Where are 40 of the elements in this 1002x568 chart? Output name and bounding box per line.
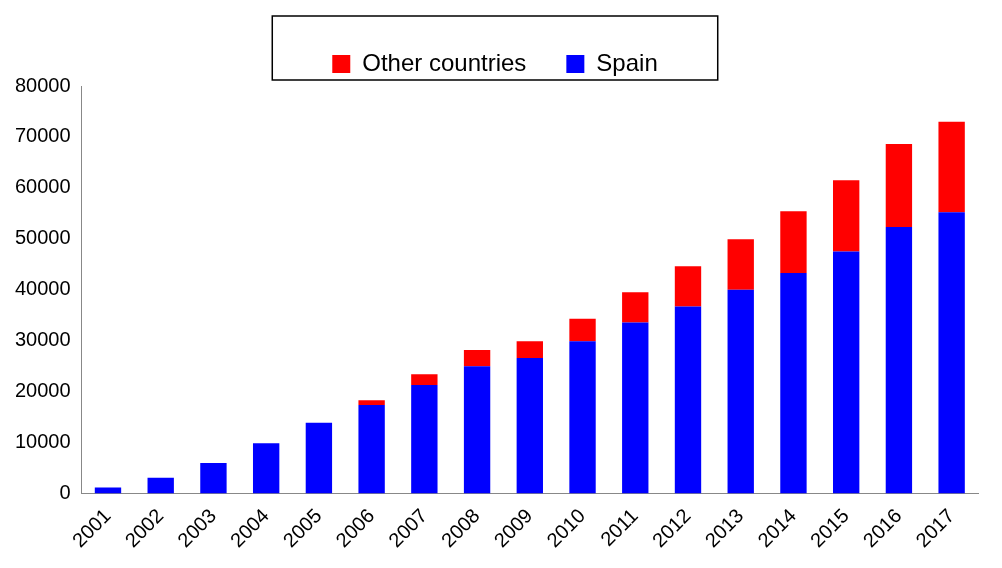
bar: [938, 121, 965, 213]
bar: [727, 289, 754, 494]
bar: [516, 358, 543, 494]
y-tick-label: 40000: [14, 277, 71, 300]
y-tick-label: 10000: [14, 430, 71, 453]
y-tick-label: 20000: [14, 379, 71, 402]
y-tick-label: 30000: [14, 328, 71, 351]
bar: [885, 227, 913, 494]
bar: [569, 341, 596, 494]
bar: [411, 374, 438, 386]
y-tick-label: 50000: [14, 226, 71, 249]
bar: [358, 400, 385, 405]
bar: [569, 318, 596, 342]
bar: [463, 366, 491, 494]
bar: [833, 180, 860, 252]
bar: [833, 251, 860, 494]
y-tick-label: 80000: [14, 73, 71, 96]
bar: [938, 212, 965, 494]
y-tick-label: 60000: [14, 175, 71, 198]
bar: [885, 144, 913, 228]
bar: [674, 306, 702, 494]
bar: [780, 211, 807, 273]
bar: [411, 385, 438, 494]
bar: [780, 272, 807, 494]
bar: [147, 477, 174, 494]
bar: [305, 422, 333, 494]
bar: [200, 463, 227, 494]
bar: [674, 266, 702, 307]
bar: [622, 292, 649, 323]
y-tick-label: 70000: [14, 124, 71, 147]
bar: [516, 341, 543, 359]
bar: [622, 322, 649, 494]
bar: [463, 349, 491, 367]
legend-label: Other countries: [362, 48, 527, 76]
legend-label: Spain: [596, 48, 658, 76]
bar: [252, 443, 280, 494]
y-tick-label: 0: [59, 481, 71, 504]
bar: [727, 239, 754, 290]
bar: [94, 487, 122, 494]
bar: [358, 404, 385, 494]
